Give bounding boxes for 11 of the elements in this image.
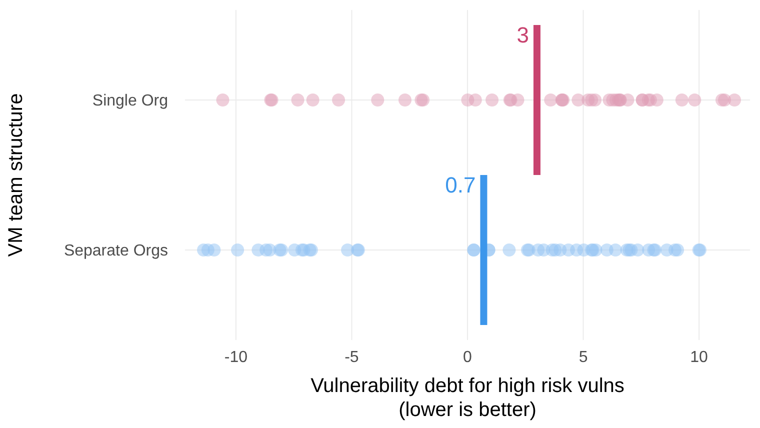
y-axis-title: VM team structure	[5, 93, 27, 257]
x-tick-label: 0	[463, 349, 472, 366]
x-tick-label: -10	[224, 349, 248, 366]
ref-line-label: 3	[516, 22, 529, 48]
x-axis-title: Vulnerability debt for high risk vulns (lower is better)	[310, 375, 624, 421]
x-tick-label: 5	[578, 349, 588, 366]
x-tick-label: -5	[344, 349, 359, 366]
x-tick-label: 10	[690, 349, 708, 366]
y-tick-label: Separate Orgs	[64, 242, 168, 260]
y-tick-label: Single Org	[92, 92, 168, 110]
ref-line-label: 0.7	[445, 172, 476, 198]
